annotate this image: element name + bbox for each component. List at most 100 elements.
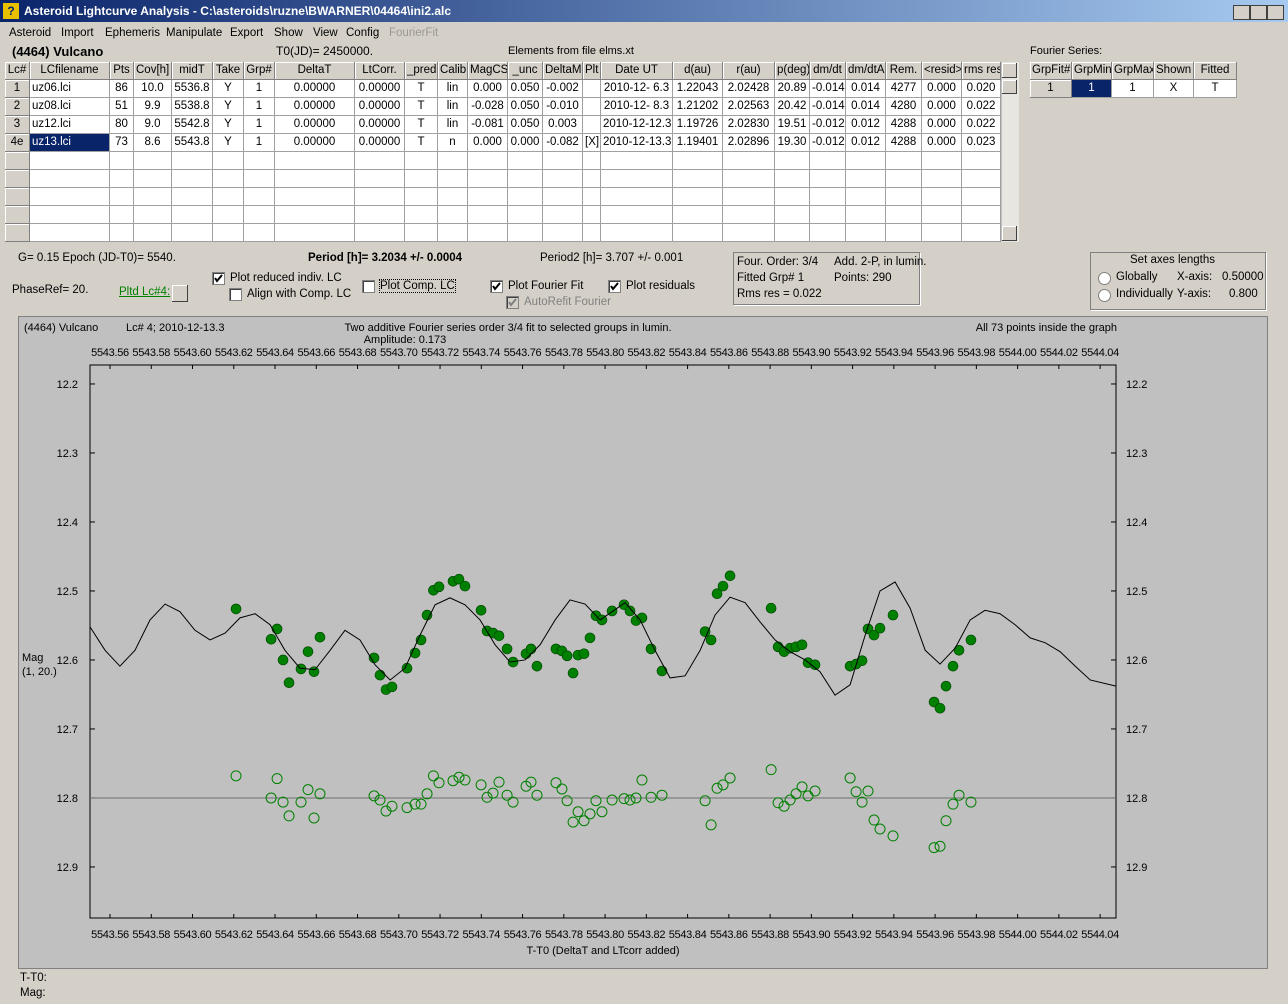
table-cell[interactable]: 0.00000 [355, 116, 405, 134]
table-cell[interactable]: 0.00000 [355, 80, 405, 98]
empty-cell[interactable] [846, 206, 886, 224]
table-cell[interactable]: 4e [5, 134, 30, 152]
scroll-down[interactable] [1002, 226, 1017, 241]
table-cell[interactable]: 0.00000 [275, 134, 355, 152]
table-cell[interactable]: lin [438, 98, 468, 116]
table-cell[interactable]: 2.02830 [723, 116, 775, 134]
empty-cell[interactable] [810, 206, 846, 224]
empty-cell[interactable] [673, 152, 723, 170]
checkbox-label[interactable]: Plot Fourier Fit [508, 280, 584, 292]
empty-cell[interactable] [543, 224, 583, 242]
scroll-up[interactable] [1002, 63, 1017, 78]
column-header[interactable]: Lc# [5, 62, 30, 80]
empty-cell[interactable] [583, 116, 601, 134]
empty-cell[interactable] [583, 224, 601, 242]
empty-cell[interactable] [775, 170, 810, 188]
empty-cell[interactable] [846, 152, 886, 170]
table-cell[interactable]: 0.020 [962, 80, 1001, 98]
empty-cell[interactable] [508, 188, 543, 206]
empty-cell[interactable] [886, 188, 922, 206]
table-cell[interactable]: Y [213, 80, 244, 98]
empty-cell[interactable] [110, 152, 134, 170]
table-cell[interactable]: -0.012 [810, 134, 846, 152]
table-cell[interactable]: lin [438, 116, 468, 134]
empty-cell[interactable] [134, 152, 172, 170]
empty-cell[interactable] [962, 152, 1001, 170]
empty-cell[interactable] [723, 152, 775, 170]
empty-cell[interactable] [438, 224, 468, 242]
column-header[interactable]: DeltaM [543, 62, 583, 80]
table-cell[interactable]: T [405, 116, 438, 134]
table-cell[interactable]: 0.000 [922, 134, 962, 152]
table-cell[interactable]: 0.050 [508, 116, 543, 134]
column-header[interactable]: midT [172, 62, 213, 80]
table-cell[interactable]: 3 [5, 116, 30, 134]
empty-cell[interactable] [583, 152, 601, 170]
menu-item[interactable]: Import [61, 27, 94, 39]
plotted-lc-link[interactable]: Pltd Lc#4: [119, 286, 171, 298]
empty-cell[interactable] [962, 206, 1001, 224]
table-cell[interactable]: 0.000 [468, 134, 508, 152]
radio-button[interactable] [1098, 289, 1111, 302]
fourier-header[interactable]: Fitted [1194, 62, 1237, 80]
empty-cell[interactable] [508, 170, 543, 188]
empty-cell[interactable] [30, 188, 110, 206]
fourier-cell[interactable]: T [1194, 80, 1237, 98]
table-cell[interactable]: 0.050 [508, 98, 543, 116]
empty-cell[interactable] [355, 152, 405, 170]
empty-cell[interactable] [30, 206, 110, 224]
empty-cell[interactable] [583, 188, 601, 206]
empty-cell[interactable] [922, 152, 962, 170]
empty-cell[interactable] [405, 206, 438, 224]
empty-cell[interactable] [508, 206, 543, 224]
table-cell[interactable]: 4280 [886, 98, 922, 116]
empty-cell[interactable] [468, 224, 508, 242]
empty-cell[interactable] [922, 206, 962, 224]
empty-cell[interactable] [405, 188, 438, 206]
empty-cell[interactable] [583, 206, 601, 224]
column-header[interactable]: _unc [508, 62, 543, 80]
empty-cell[interactable] [601, 170, 673, 188]
table-cell[interactable]: 1 [244, 116, 275, 134]
empty-cell[interactable] [601, 224, 673, 242]
table-cell[interactable]: 20.89 [775, 80, 810, 98]
menu-item[interactable]: Manipulate [166, 27, 223, 39]
table-cell[interactable]: 4288 [886, 134, 922, 152]
fourier-cell[interactable]: 1 [1030, 80, 1072, 98]
empty-cell[interactable] [134, 170, 172, 188]
empty-cell[interactable] [810, 224, 846, 242]
table-cell[interactable]: 0.000 [468, 80, 508, 98]
empty-cell[interactable] [886, 170, 922, 188]
table-cell[interactable]: 1 [244, 98, 275, 116]
table-cell[interactable]: 2 [5, 98, 30, 116]
table-cell[interactable]: lin [438, 80, 468, 98]
empty-cell[interactable] [922, 170, 962, 188]
empty-cell[interactable] [275, 206, 355, 224]
table-cell[interactable]: 2010-12- 6.3 [601, 80, 673, 98]
empty-cell[interactable] [438, 152, 468, 170]
table-cell[interactable]: 86 [110, 80, 134, 98]
table-cell[interactable]: 1.22043 [673, 80, 723, 98]
close-button[interactable] [1267, 5, 1284, 20]
empty-cell[interactable] [355, 188, 405, 206]
empty-cell[interactable] [468, 152, 508, 170]
empty-cell[interactable] [5, 170, 30, 188]
radio-button[interactable] [1098, 272, 1111, 285]
empty-cell[interactable] [468, 170, 508, 188]
checkbox[interactable] [362, 280, 375, 293]
empty-cell[interactable] [110, 224, 134, 242]
table-cell[interactable]: 19.51 [775, 116, 810, 134]
empty-cell[interactable] [405, 224, 438, 242]
table-cell[interactable]: 0.000 [922, 80, 962, 98]
empty-cell[interactable] [775, 206, 810, 224]
empty-cell[interactable] [583, 80, 601, 98]
fourier-header[interactable]: GrpMax [1112, 62, 1154, 80]
empty-cell[interactable] [213, 224, 244, 242]
table-cell[interactable]: uz12.lci [30, 116, 110, 134]
empty-cell[interactable] [583, 170, 601, 188]
empty-cell[interactable] [508, 224, 543, 242]
column-header[interactable]: Grp# [244, 62, 275, 80]
empty-cell[interactable] [846, 170, 886, 188]
table-cell[interactable]: 0.00000 [275, 80, 355, 98]
empty-cell[interactable] [886, 206, 922, 224]
